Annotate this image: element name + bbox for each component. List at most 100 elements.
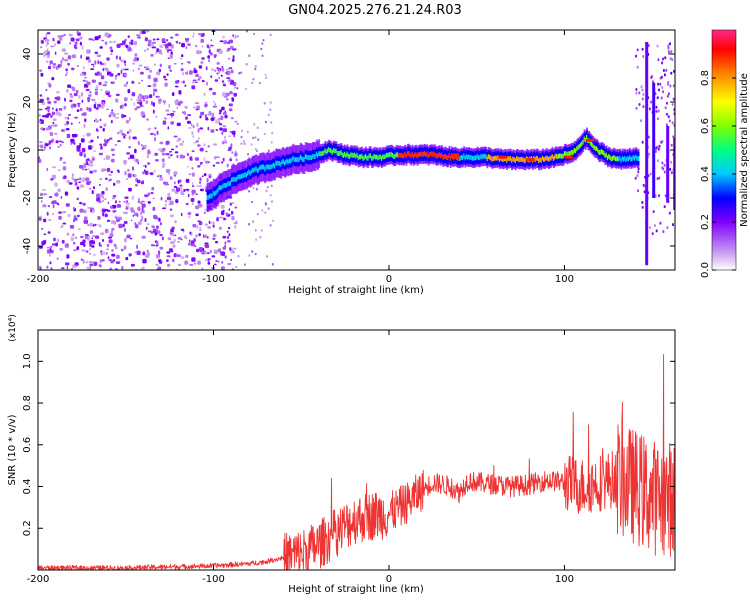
noise-speckle bbox=[49, 113, 52, 117]
noise-speckle bbox=[640, 119, 643, 123]
noise-speckle bbox=[215, 260, 218, 262]
noise-speckle bbox=[59, 112, 62, 117]
noise-speckle bbox=[227, 263, 232, 265]
noise-speckle bbox=[101, 251, 106, 255]
ridge-core bbox=[250, 169, 253, 175]
noise-speckle bbox=[80, 258, 84, 261]
noise-speckle bbox=[72, 264, 76, 269]
noise-speckle bbox=[251, 81, 254, 85]
spectrogram-xlabel: Height of straight line (km) bbox=[288, 285, 424, 296]
noise-speckle bbox=[90, 68, 95, 70]
noise-speckle bbox=[218, 76, 220, 80]
ridge-core bbox=[315, 151, 318, 157]
noise-speckle bbox=[42, 240, 46, 245]
noise-speckle bbox=[227, 226, 231, 230]
noise-speckle bbox=[85, 56, 90, 61]
noise-speckle bbox=[115, 74, 118, 77]
ridge-core bbox=[286, 158, 289, 164]
ridge-core bbox=[369, 153, 372, 159]
ridge-core bbox=[371, 156, 373, 161]
noise-speckle bbox=[216, 217, 219, 222]
noise-speckle bbox=[164, 199, 167, 203]
noise-speckle bbox=[119, 56, 121, 61]
noise-speckle bbox=[254, 136, 257, 139]
noise-speckle bbox=[52, 107, 54, 111]
noise-speckle bbox=[201, 267, 204, 270]
noise-speckle bbox=[130, 207, 134, 212]
noise-speckle bbox=[669, 84, 672, 88]
ridge-core bbox=[302, 157, 305, 162]
noise-speckle bbox=[215, 240, 218, 244]
noise-speckle bbox=[108, 114, 112, 118]
noise-speckle bbox=[46, 265, 49, 269]
noise-speckle bbox=[666, 101, 668, 105]
noise-speckle bbox=[159, 141, 164, 145]
noise-speckle bbox=[111, 153, 115, 157]
noise-speckle bbox=[194, 102, 200, 105]
noise-speckle bbox=[190, 240, 195, 245]
noise-speckle bbox=[181, 42, 185, 48]
noise-speckle bbox=[669, 57, 672, 61]
noise-speckle bbox=[211, 255, 216, 258]
noise-speckle bbox=[209, 173, 212, 177]
noise-speckle bbox=[110, 170, 113, 174]
noise-speckle bbox=[199, 226, 201, 230]
noise-speckle bbox=[79, 202, 83, 205]
noise-speckle bbox=[156, 71, 161, 76]
noise-speckle bbox=[226, 68, 229, 71]
noise-speckle bbox=[200, 38, 204, 43]
noise-speckle bbox=[186, 70, 188, 75]
noise-speckle bbox=[136, 98, 139, 102]
noise-speckle bbox=[222, 84, 227, 87]
noise-speckle bbox=[76, 186, 80, 190]
noise-speckle bbox=[165, 183, 170, 186]
noise-speckle bbox=[112, 210, 116, 213]
noise-speckle bbox=[109, 205, 113, 209]
noise-speckle bbox=[53, 118, 57, 121]
noise-speckle bbox=[70, 138, 75, 142]
ridge-core bbox=[474, 155, 477, 161]
noise-speckle bbox=[231, 130, 236, 135]
noise-speckle bbox=[95, 119, 99, 123]
noise-speckle bbox=[230, 143, 233, 148]
noise-speckle bbox=[153, 88, 158, 92]
noise-speckle bbox=[189, 264, 194, 266]
noise-speckle bbox=[105, 90, 109, 93]
noise-speckle bbox=[95, 107, 99, 110]
noise-speckle bbox=[61, 57, 64, 61]
noise-speckle bbox=[77, 228, 81, 231]
noise-speckle bbox=[71, 133, 77, 138]
noise-speckle bbox=[220, 204, 225, 209]
noise-speckle bbox=[104, 138, 106, 143]
ridge-core bbox=[317, 153, 319, 158]
noise-speckle bbox=[199, 127, 204, 130]
noise-speckle bbox=[86, 266, 90, 270]
noise-speckle bbox=[217, 118, 222, 120]
noise-speckle bbox=[156, 48, 160, 53]
ridge-core bbox=[505, 156, 507, 162]
noise-speckle bbox=[638, 103, 641, 106]
ridge-core bbox=[232, 177, 235, 182]
noise-speckle bbox=[146, 249, 149, 253]
ridge-core bbox=[454, 154, 457, 159]
noise-speckle bbox=[145, 226, 148, 230]
noise-speckle bbox=[59, 226, 64, 228]
noise-speckle bbox=[45, 114, 49, 118]
noise-speckle bbox=[152, 206, 156, 211]
noise-speckle bbox=[144, 194, 148, 197]
noise-speckle bbox=[255, 238, 258, 241]
noise-speckle bbox=[192, 223, 197, 228]
noise-speckle bbox=[76, 31, 79, 35]
noise-speckle bbox=[220, 74, 223, 77]
ridge-core bbox=[256, 168, 259, 174]
edge-streak bbox=[645, 42, 649, 266]
noise-speckle bbox=[108, 173, 112, 176]
noise-speckle bbox=[142, 258, 147, 264]
ridge-core bbox=[446, 155, 448, 160]
noise-speckle bbox=[45, 127, 50, 131]
noise-speckle bbox=[69, 224, 75, 229]
noise-speckle bbox=[260, 229, 263, 232]
ridge-core bbox=[465, 154, 468, 159]
noise-speckle bbox=[246, 30, 248, 33]
noise-speckle bbox=[151, 187, 155, 191]
